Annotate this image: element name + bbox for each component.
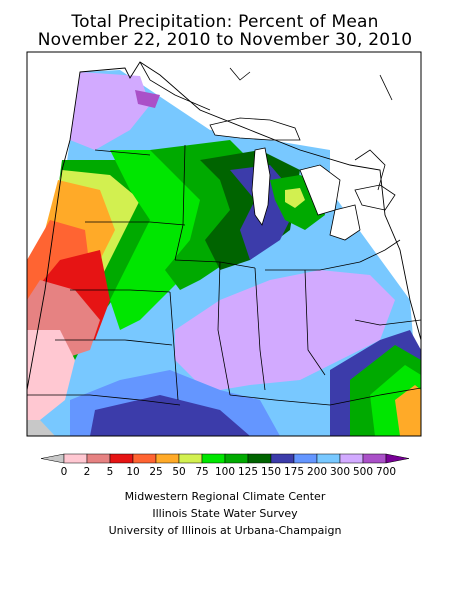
legend-label: 75 — [195, 466, 208, 478]
legend-swatch — [109, 453, 134, 464]
credit-line-2: Illinois State Water Survey — [152, 507, 298, 520]
legend-swatch — [385, 453, 410, 464]
legend-label: 500 — [353, 466, 373, 478]
legend-swatch — [86, 453, 111, 464]
precipitation-field — [27, 70, 421, 436]
legend-swatch — [247, 453, 272, 464]
map-frame — [26, 51, 422, 437]
legend-swatch — [155, 453, 180, 464]
coastlines — [139, 61, 393, 191]
legend-swatch — [40, 453, 65, 464]
legend-swatch — [270, 453, 295, 464]
legend-labels: 0 2 5 10 25 50 75 100 125 150 175 200 300 500 700 — [61, 466, 396, 478]
legend-swatch — [63, 453, 88, 464]
legend-label: 0 — [61, 466, 68, 478]
legend-label: 50 — [172, 466, 185, 478]
legend-label: 300 — [330, 466, 350, 478]
state-borders — [27, 144, 421, 406]
legend-label: 200 — [307, 466, 327, 478]
legend-colorbar — [40, 453, 410, 464]
legend-swatch — [362, 453, 387, 464]
legend-label: 150 — [261, 466, 281, 478]
legend-swatch — [339, 453, 364, 464]
legend-label: 125 — [238, 466, 258, 478]
map-title: Total Precipitation: Percent of Mean — [71, 12, 379, 32]
legend-swatch — [316, 453, 341, 464]
legend-label: 700 — [376, 466, 396, 478]
credit-line-3: University of Illinois at Urbana-Champai… — [108, 524, 342, 537]
legend-label: 100 — [215, 466, 235, 478]
legend-swatch — [178, 453, 203, 464]
great-lakes — [209, 117, 396, 241]
map-date-range: November 22, 2010 to November 30, 2010 — [37, 30, 413, 50]
legend-swatch — [132, 453, 157, 464]
legend-label: 175 — [284, 466, 304, 478]
legend-swatch — [201, 453, 226, 464]
domain-boundary — [27, 61, 421, 436]
legend-label: 5 — [107, 466, 114, 478]
legend-label: 10 — [126, 466, 139, 478]
legend-label: 25 — [149, 466, 162, 478]
legend-swatch — [224, 453, 249, 464]
legend-label: 2 — [84, 466, 91, 478]
legend-swatch — [293, 453, 318, 464]
credit-line-1: Midwestern Regional Climate Center — [124, 490, 326, 503]
